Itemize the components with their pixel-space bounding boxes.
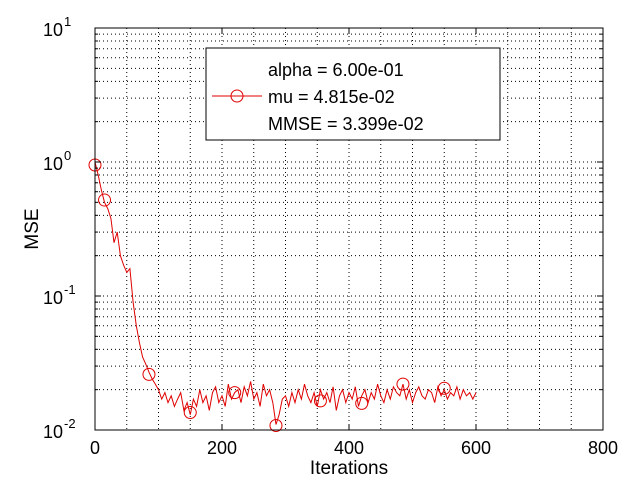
- y-tick-exponent: 0: [64, 148, 71, 163]
- x-tick-label: 600: [461, 438, 491, 458]
- series-line: [94, 161, 477, 425]
- y-tick-exponent: -1: [64, 282, 76, 297]
- series-marker: [142, 367, 156, 381]
- series-marker: [269, 419, 283, 433]
- x-tick-label: 800: [588, 438, 618, 458]
- series-marker: [355, 396, 369, 410]
- series-marker: [313, 394, 327, 408]
- y-tick-exponent: 1: [64, 14, 71, 29]
- grid: [95, 28, 603, 430]
- series-marker: [228, 386, 242, 400]
- x-tick-labels: 0 200 400 600 800: [90, 438, 618, 458]
- legend-line-alpha: alpha = 6.00e-01: [268, 60, 404, 80]
- x-tick-label: 200: [207, 438, 237, 458]
- y-tick-label: 10: [43, 20, 63, 40]
- y-tick-label: 10: [43, 288, 63, 308]
- y-tick-label: 10: [43, 422, 63, 442]
- ticks: [94, 27, 604, 431]
- legend: alpha = 6.00e-01 mu = 4.815e-02 MMSE = 3…: [205, 47, 501, 141]
- series-marker: [396, 377, 410, 391]
- x-axis-label: Iterations: [310, 458, 388, 479]
- y-axis-label: MSE: [22, 208, 43, 249]
- y-tick-label: 10: [43, 154, 63, 174]
- series-marker: [437, 381, 451, 395]
- legend-line-mu: mu = 4.815e-02: [268, 87, 395, 107]
- legend-line-mmse: MMSE = 3.399e-02: [268, 114, 424, 134]
- series-marker: [183, 406, 197, 420]
- x-tick-label: 400: [334, 438, 364, 458]
- series-marker: [98, 193, 112, 207]
- legend-box: [205, 47, 501, 141]
- legend-series-marker: [230, 89, 244, 103]
- x-tick-label: 0: [90, 438, 100, 458]
- y-tick-exponent: -2: [64, 416, 76, 431]
